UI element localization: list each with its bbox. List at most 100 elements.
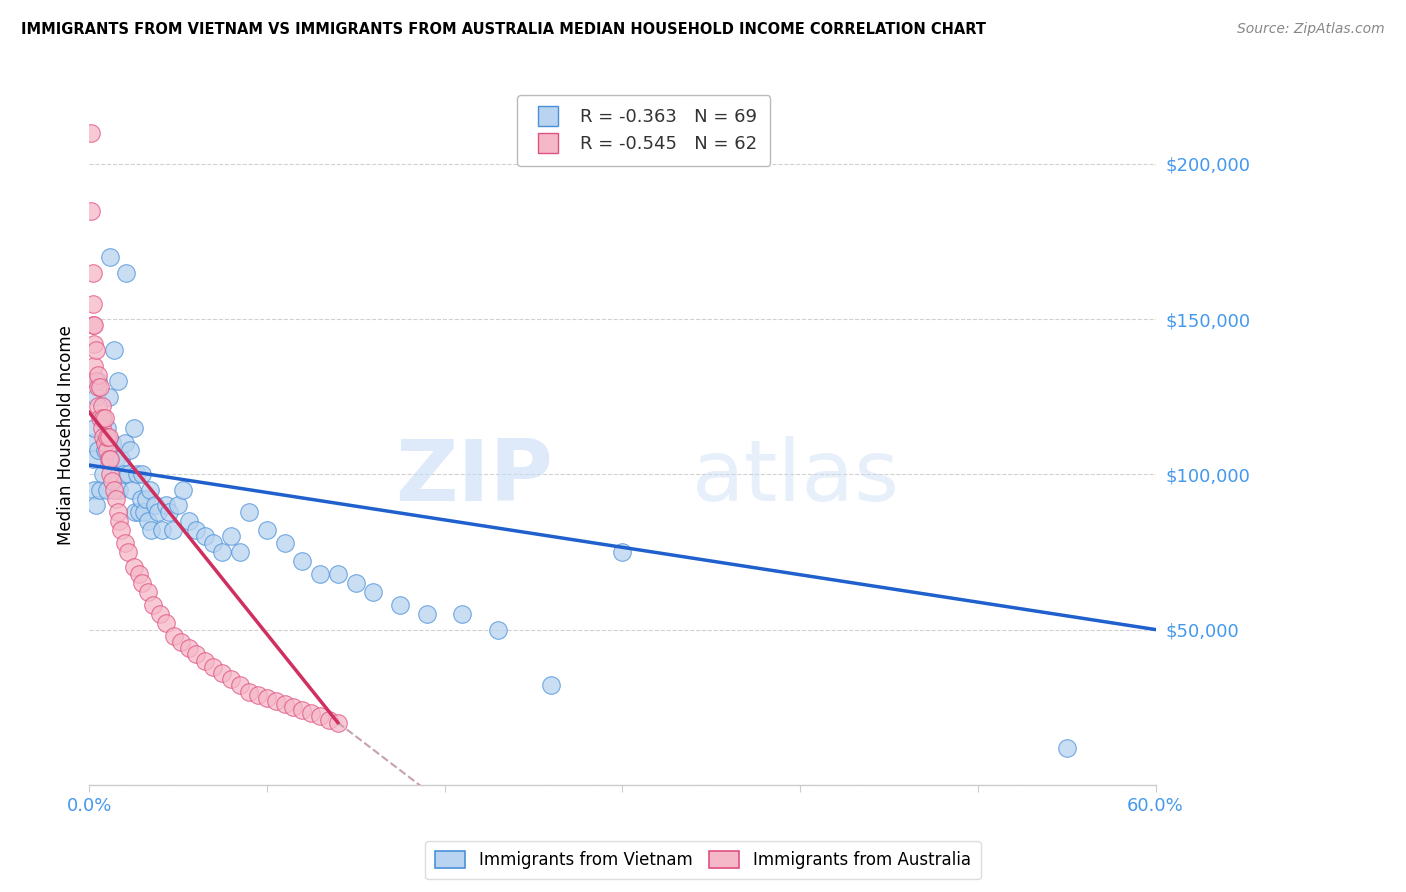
Text: IMMIGRANTS FROM VIETNAM VS IMMIGRANTS FROM AUSTRALIA MEDIAN HOUSEHOLD INCOME COR: IMMIGRANTS FROM VIETNAM VS IMMIGRANTS FR… — [21, 22, 986, 37]
Point — [131, 576, 153, 591]
Point — [80, 126, 103, 140]
Point — [229, 678, 252, 692]
Point — [94, 436, 117, 450]
Point — [194, 529, 217, 543]
Point — [326, 566, 349, 581]
Point — [148, 505, 170, 519]
Point — [108, 514, 131, 528]
Point — [91, 430, 114, 444]
Point — [117, 467, 139, 482]
Point — [135, 492, 157, 507]
Point — [309, 709, 332, 723]
Point — [299, 706, 322, 721]
Text: Source: ZipAtlas.com: Source: ZipAtlas.com — [1237, 22, 1385, 37]
Point — [451, 607, 474, 621]
Point — [273, 697, 295, 711]
Point — [128, 566, 150, 581]
Point — [134, 505, 156, 519]
Point — [283, 700, 305, 714]
Point — [84, 390, 107, 404]
Point — [80, 436, 103, 450]
Point — [96, 430, 118, 444]
Point — [122, 560, 145, 574]
Point — [107, 505, 129, 519]
Point — [87, 374, 110, 388]
Point — [194, 654, 217, 668]
Point — [100, 467, 122, 482]
Point — [90, 399, 112, 413]
Point — [89, 411, 111, 425]
Point — [82, 296, 104, 310]
Point — [540, 678, 562, 692]
Point — [83, 421, 105, 435]
Point — [90, 421, 112, 435]
Point — [202, 535, 225, 549]
Point — [125, 467, 148, 482]
Point — [115, 266, 138, 280]
Point — [291, 554, 314, 568]
Point — [238, 505, 260, 519]
Point — [110, 523, 132, 537]
Point — [110, 451, 132, 466]
Point — [91, 411, 114, 425]
Point — [83, 483, 105, 497]
Point — [157, 505, 180, 519]
Point — [184, 648, 207, 662]
Point — [162, 523, 184, 537]
Point — [219, 672, 242, 686]
Point — [94, 411, 117, 425]
Point — [202, 660, 225, 674]
Point — [87, 442, 110, 457]
Point — [97, 430, 120, 444]
Point — [114, 436, 136, 450]
Point — [1056, 740, 1078, 755]
Point — [96, 483, 118, 497]
Point — [318, 713, 340, 727]
Point — [80, 203, 103, 218]
Point — [136, 514, 159, 528]
Text: atlas: atlas — [692, 436, 900, 519]
Point — [131, 467, 153, 482]
Point — [89, 483, 111, 497]
Point — [97, 451, 120, 466]
Point — [87, 380, 110, 394]
Point — [103, 343, 125, 358]
Point — [108, 483, 131, 497]
Point — [104, 451, 127, 466]
Point — [84, 343, 107, 358]
Point — [256, 523, 278, 537]
Point — [612, 545, 634, 559]
Point — [82, 318, 104, 333]
Point — [416, 607, 439, 621]
Point — [172, 483, 194, 497]
Point — [136, 585, 159, 599]
Legend: R = -0.363   N = 69, R = -0.545   N = 62: R = -0.363 N = 69, R = -0.545 N = 62 — [517, 95, 770, 166]
Point — [155, 499, 177, 513]
Point — [90, 411, 112, 425]
Point — [129, 492, 152, 507]
Point — [100, 250, 122, 264]
Point — [219, 529, 242, 543]
Point — [149, 607, 172, 621]
Point — [389, 598, 412, 612]
Point — [104, 492, 127, 507]
Point — [87, 399, 110, 413]
Point — [89, 380, 111, 394]
Point — [273, 535, 295, 549]
Point — [486, 623, 509, 637]
Point — [238, 684, 260, 698]
Point — [117, 545, 139, 559]
Point — [118, 442, 141, 457]
Point — [256, 690, 278, 705]
Point — [177, 641, 200, 656]
Point — [107, 374, 129, 388]
Point — [83, 337, 105, 351]
Point — [211, 545, 233, 559]
Y-axis label: Median Household Income: Median Household Income — [58, 326, 75, 546]
Point — [167, 499, 190, 513]
Point — [291, 703, 314, 717]
Point — [211, 665, 233, 680]
Point — [184, 523, 207, 537]
Point — [103, 483, 125, 497]
Point — [87, 368, 110, 382]
